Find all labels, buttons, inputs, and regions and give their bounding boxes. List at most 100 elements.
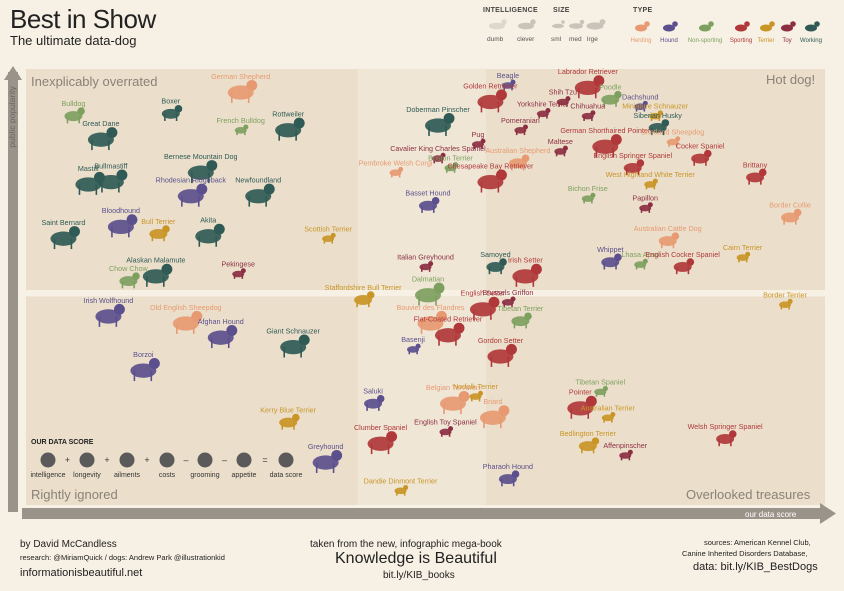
dog-mastiff[interactable]: Mastiff: [75, 164, 105, 195]
dog-irish-setter[interactable]: Irish Setter: [508, 256, 543, 287]
dog-label: Belgian Tervuren: [426, 383, 480, 392]
data-score-icons: + + + – – =: [40, 452, 294, 468]
dog-welsh-springer-spaniel[interactable]: Welsh Springer Spaniel: [688, 422, 763, 447]
dog-label: Irish Setter: [508, 256, 543, 265]
dog-maltese[interactable]: Maltese: [548, 137, 573, 157]
dog-shetland-sheepdog[interactable]: Shetland Sheepdog: [641, 128, 704, 147]
dog-bedlington-terrier[interactable]: Bedlington Terrier: [560, 429, 617, 454]
dog-german-shepherd[interactable]: German Shepherd: [211, 72, 270, 103]
dog-belgian-tervuren[interactable]: Belgian Tervuren: [426, 383, 480, 415]
dog-bichon-frise[interactable]: Bichon Frise: [568, 184, 608, 204]
dog-bouvier-des-flandres[interactable]: Bouvier des Flandres: [397, 303, 465, 334]
dog-clumber-spaniel[interactable]: Clumber Spaniel: [354, 423, 408, 455]
dog-siberian-husky[interactable]: Siberian Husky: [634, 111, 683, 136]
dog-cavalier-king-charles-spaniel[interactable]: Cavalier King Charles Spaniel: [390, 144, 486, 164]
dog-australian-terrier[interactable]: Australian Terrier: [581, 403, 636, 423]
dog-rhodesian-ridgeback[interactable]: Rhodesian Ridgeback: [156, 176, 227, 207]
legend-marks: Herding Hound Non-sporting Sporting Terrier T…: [489, 19, 822, 44]
dog-boston-terrier[interactable]: Boston Terrier: [428, 154, 473, 173]
dog-cairn-terrier[interactable]: Cairn Terrier: [723, 243, 763, 263]
data-score-icon-ailments: [119, 452, 135, 468]
dog-affenpinscher[interactable]: Affenpinscher: [603, 441, 648, 461]
dog-lhasa-apso[interactable]: Lhasa Apso: [621, 250, 659, 270]
dog-beagle[interactable]: Beagle: [497, 71, 519, 91]
dog-german-shorthaired-pointer[interactable]: German Shorthaired Pointer: [560, 126, 651, 158]
dog-tibetan-spaniel[interactable]: Tibetan Spaniel: [575, 377, 626, 397]
dog-chesapeake-bay-retriever[interactable]: Chesapeake Bay Retriever: [447, 161, 534, 193]
dog-alaskan-malamute[interactable]: Alaskan Malamute: [126, 256, 185, 287]
dog-great-dane[interactable]: Great Dane: [82, 119, 119, 151]
dog-label: Siberian Husky: [634, 111, 683, 120]
dog-whippet[interactable]: Whippet: [597, 245, 623, 270]
dog-pekingese[interactable]: Pekingese: [221, 260, 255, 279]
dog-australian-cattle-dog[interactable]: Australian Cattle Dog: [634, 224, 702, 249]
dog-afghan-hound[interactable]: Afghan Hound: [198, 317, 244, 349]
quadrant-label-hot-dog: Hot dog!: [766, 72, 816, 87]
dog-english-toy-spaniel[interactable]: English Toy Spaniel: [414, 418, 477, 437]
dog-brittany[interactable]: Brittany: [743, 160, 768, 185]
dog-english-setter[interactable]: English Setter: [461, 289, 506, 320]
dog-yorkshire-terrier[interactable]: Yorkshire Terrier: [517, 99, 570, 119]
dog-bernese-mountain-dog[interactable]: Bernese Mountain Dog: [164, 152, 238, 184]
dog-cocker-spaniel[interactable]: Cocker Spaniel: [676, 141, 725, 166]
dog-saint-bernard[interactable]: Saint Bernard: [41, 218, 85, 250]
dog-samoyed[interactable]: Samoyed: [480, 250, 511, 275]
dog-tibetan-terrier[interactable]: Tibetan Terrier: [497, 304, 544, 329]
dog-pointer[interactable]: Pointer: [567, 388, 597, 419]
dog-dachshund[interactable]: Dachshund: [622, 92, 658, 112]
dog-flat-coated-retriever[interactable]: Flat-Coated Retriever: [414, 315, 483, 346]
footer-book-link[interactable]: bit.ly/KIB_books: [383, 570, 455, 581]
dog-miniature-schnauzer[interactable]: Miniature Schnauzer: [622, 102, 689, 121]
dog-papillon[interactable]: Papillon: [632, 194, 658, 213]
dog-italian-greyhound[interactable]: Italian Greyhound: [397, 253, 454, 272]
dog-old-english-sheepdog[interactable]: Old English Sheepdog: [150, 303, 222, 334]
dog-scottish-terrier[interactable]: Scottish Terrier: [304, 224, 353, 244]
dog-australian-shepherd[interactable]: Australian Shepherd: [485, 146, 550, 171]
dog-borzoi[interactable]: Borzoi: [130, 350, 160, 382]
dog-gordon-setter[interactable]: Gordon Setter: [478, 336, 524, 367]
dog-english-cocker-spaniel[interactable]: English Cocker Spaniel: [646, 250, 721, 275]
dog-label: Pekingese: [221, 260, 255, 269]
dog-pomeranian[interactable]: Pomeranian: [501, 116, 540, 136]
dog-bull-terrier[interactable]: Bull Terrier: [141, 217, 176, 242]
dog-saluki[interactable]: Saluki: [363, 387, 385, 411]
dog-rottweiler[interactable]: Rottweiler: [272, 110, 305, 141]
dog-dalmatian[interactable]: Dalmatian: [412, 275, 445, 306]
footer-data-link[interactable]: data: bit.ly/KIB_BestDogs: [693, 561, 818, 573]
dog-pharaoh-hound[interactable]: Pharaoh Hound: [483, 462, 533, 487]
dog-briard[interactable]: Briard: [479, 397, 510, 429]
dog-basenji[interactable]: Basenji: [401, 335, 425, 355]
dog-border-terrier[interactable]: Border Terrier: [763, 290, 808, 310]
dog-giant-schnauzer[interactable]: Giant Schnauzer: [266, 326, 321, 358]
dog-kerry-blue-terrier[interactable]: Kerry Blue Terrier: [260, 405, 317, 430]
dog-norfolk-terrier[interactable]: Norfolk Terrier: [453, 382, 499, 402]
dog-chow-chow[interactable]: Chow Chow: [109, 264, 149, 289]
dog-west-highland-white-terrier[interactable]: West Highland White Terrier: [606, 170, 696, 190]
dog-irish-wolfhound[interactable]: Irish Wolfhound: [83, 296, 133, 327]
dog-akita[interactable]: Akita: [195, 216, 225, 247]
dog-pembroke-welsh-corgi[interactable]: Pembroke Welsh Corgi: [359, 158, 433, 178]
dog-basset-hound[interactable]: Basset Hound: [405, 189, 451, 213]
dog-label: French Bulldog: [217, 116, 265, 125]
footer-site[interactable]: informationisbeautiful.net: [20, 567, 143, 579]
dog-boxer[interactable]: Boxer: [161, 97, 183, 121]
dog-pug[interactable]: Pug: [472, 130, 486, 150]
dog-doberman-pinscher[interactable]: Doberman Pinscher: [406, 105, 470, 136]
dog-label: Clumber Spaniel: [354, 423, 408, 432]
dog-brussels-griffon[interactable]: Brussels Griffon: [482, 288, 533, 308]
dog-shih-tzu[interactable]: Shih Tzu: [549, 88, 577, 107]
dog-french-bulldog[interactable]: French Bulldog: [217, 116, 265, 136]
dog-staffordshire-bull-terrier[interactable]: Staffordshire Bull Terrier: [325, 283, 402, 308]
dog-labrador-retriever[interactable]: Labrador Retriever: [558, 67, 619, 99]
dog-newfoundland[interactable]: Newfoundland: [235, 176, 281, 207]
dog-golden-retriever[interactable]: Golden Retriever: [463, 81, 518, 113]
dog-greyhound[interactable]: Greyhound: [308, 442, 344, 473]
dog-dandie-dinmont-terrier[interactable]: Dandie Dinmont Terrier: [364, 476, 438, 496]
dog-chihuahua[interactable]: Chihuahua: [570, 102, 605, 121]
dog-english-springer-spaniel[interactable]: English Springer Spaniel: [593, 151, 672, 176]
dog-bulldog[interactable]: Bulldog: [61, 99, 85, 124]
dog-label: Australian Terrier: [581, 403, 636, 412]
dog-poodle[interactable]: Poodle: [599, 83, 622, 107]
dog-border-collie[interactable]: Border Collie: [769, 200, 811, 225]
dog-bloodhound[interactable]: Bloodhound: [102, 206, 140, 238]
